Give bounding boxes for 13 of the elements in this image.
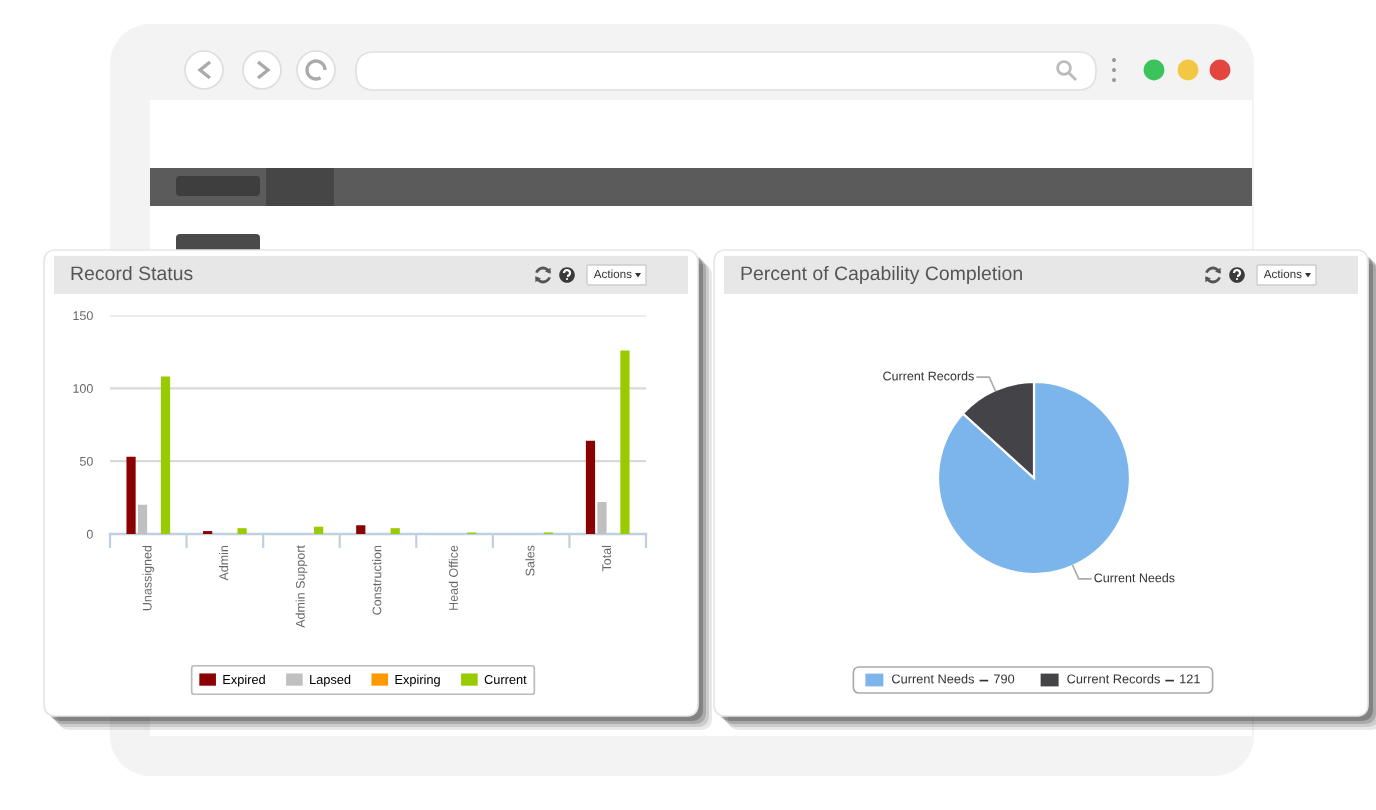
bar [137, 504, 148, 534]
bar [237, 528, 247, 534]
bar [390, 528, 400, 534]
chart-title: Percent of Capability Completion [741, 265, 1022, 285]
bar [314, 526, 324, 534]
bar [126, 456, 136, 534]
bar [160, 376, 171, 534]
bar [585, 440, 596, 534]
bar [597, 501, 607, 534]
bar [620, 350, 630, 534]
pie-slice [936, 380, 1132, 576]
bar [356, 525, 366, 534]
chart-title: Record Status [71, 265, 193, 281]
